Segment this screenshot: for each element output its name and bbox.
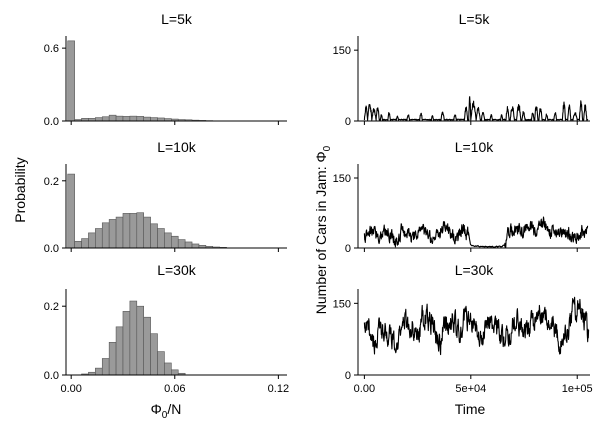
histogram-bar [115, 216, 124, 249]
histogram-bar [67, 173, 75, 249]
histogram-bar [136, 116, 144, 122]
left-x-axis-label: Φ0/N [151, 401, 182, 421]
x-tick-label: 1e+05 [562, 383, 593, 395]
y-tick-label: 0.0 [44, 370, 59, 382]
y-tick-label: 0.0 [44, 116, 59, 128]
x-tick-label: 0.12 [268, 383, 289, 395]
panel-3: L=5k 0 150 [333, 11, 590, 128]
histogram-bar [164, 362, 172, 376]
histogram-bar [150, 333, 158, 376]
histogram-bar [95, 117, 103, 122]
panel-title: L=30k [157, 262, 197, 278]
histogram-bar [95, 367, 103, 376]
panel-2: L=30k 0.0 0.2 0.00 0.06 0.12 [44, 262, 289, 395]
y-tick-label: 150 [333, 298, 351, 310]
y-tick-label: 150 [333, 45, 351, 57]
histogram-bar [74, 240, 82, 249]
histogram-bar [171, 369, 179, 376]
panel-1: L=10k 0.0 0.2 [44, 139, 287, 255]
panel-title: L=5k [459, 11, 491, 27]
panel-4: L=10k 0 150 [333, 139, 590, 255]
histogram-bar [136, 305, 144, 376]
histogram-bar [129, 300, 138, 376]
histogram-bar [81, 238, 89, 249]
histogram-bar [122, 116, 131, 122]
histogram-bar [108, 342, 117, 376]
y-tick-label: 0.2 [44, 301, 59, 313]
left-y-axis-label: Probability [12, 157, 28, 222]
histogram-bar [101, 358, 110, 376]
panel-title: L=10k [455, 139, 495, 155]
y-tick-label: 0 [345, 370, 351, 382]
histogram-bar [184, 241, 193, 249]
right-y-axis-label: Number of Cars in Jam: Φ0 [313, 145, 333, 314]
histogram-bar [108, 219, 117, 249]
y-tick-label: 0 [345, 116, 351, 128]
right-x-axis-label: Time [455, 401, 486, 417]
histogram-bar [171, 235, 179, 249]
x-tick-label: 5e+04 [455, 383, 486, 395]
histogram-bar [143, 216, 151, 249]
histogram-bar [157, 351, 165, 376]
panel-title: L=5k [161, 11, 193, 27]
histogram-bar [115, 326, 124, 376]
histogram-bar [95, 228, 103, 249]
histogram-bar [129, 115, 138, 122]
histogram-bar [67, 40, 75, 122]
x-tick-label: 0.06 [164, 383, 185, 395]
histogram-bar [108, 114, 117, 122]
histogram-bar [122, 311, 131, 376]
histogram-bar [136, 212, 144, 249]
time-series-line [363, 216, 589, 249]
histogram-bar [191, 243, 200, 249]
histogram-bar [101, 116, 110, 122]
panel-title: L=30k [455, 262, 495, 278]
histogram-bar [122, 213, 131, 249]
histogram-bar [101, 222, 110, 249]
histogram-bar [177, 239, 186, 249]
y-tick-label: 0.2 [44, 176, 59, 188]
panel-0: L=5k 0.0 0.6 [44, 11, 287, 128]
histogram-bar [150, 223, 158, 249]
y-tick-label: 150 [333, 173, 351, 185]
panel-title: L=10k [157, 139, 197, 155]
time-series-line [363, 296, 590, 356]
y-tick-label: 0 [345, 243, 351, 255]
x-tick-label: 0.00 [60, 383, 81, 395]
histogram-bar [150, 117, 158, 122]
histogram-bar [88, 232, 96, 249]
y-tick-label: 0.0 [44, 243, 59, 255]
panel-5: L=30k 0 150 0.00 5e+04 1e+05 [333, 262, 593, 395]
histogram-bar [157, 228, 165, 249]
histogram-bar [164, 232, 172, 249]
time-series-line [363, 96, 589, 121]
y-tick-label: 0.6 [44, 43, 59, 55]
histogram-bar [129, 213, 138, 249]
histogram-bar [115, 115, 124, 122]
x-tick-label: 0.00 [354, 383, 375, 395]
histogram-bar [143, 116, 151, 122]
histogram-bar [143, 316, 151, 376]
